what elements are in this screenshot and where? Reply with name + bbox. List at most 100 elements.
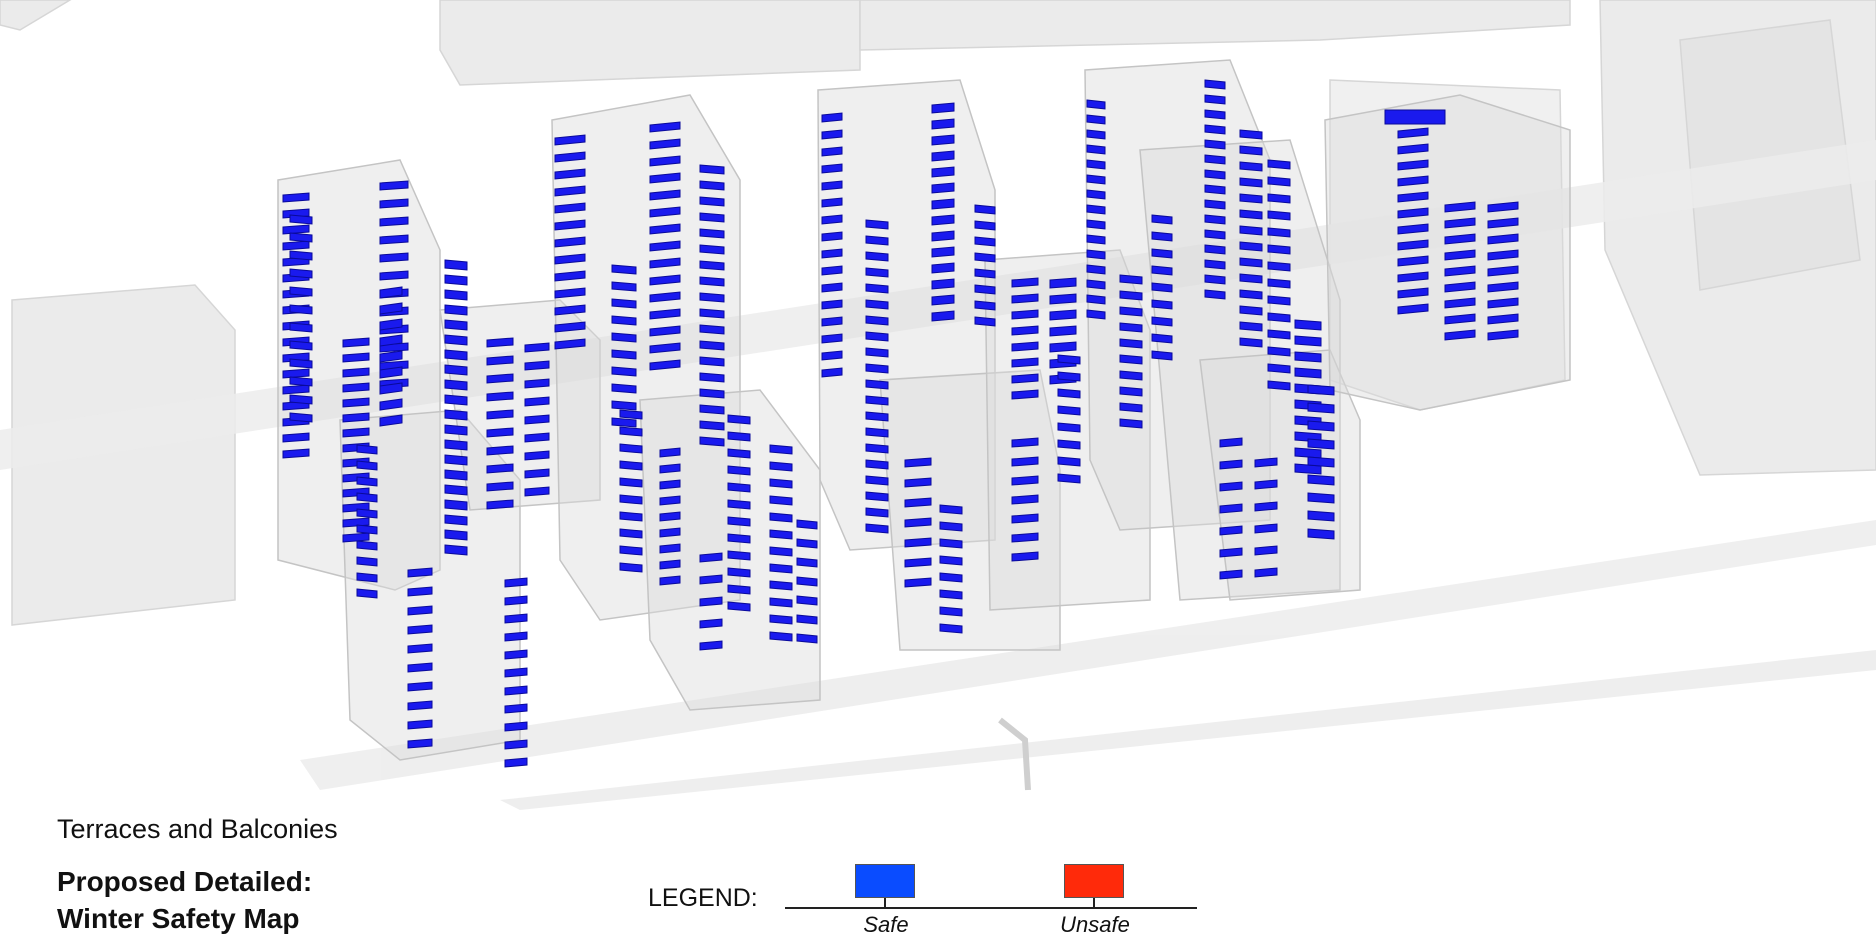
balcony-marker-safe bbox=[727, 567, 751, 578]
balcony-marker-safe bbox=[1151, 316, 1173, 327]
balcony-marker-safe bbox=[1119, 370, 1143, 381]
balcony-marker-safe bbox=[1151, 299, 1173, 310]
balcony-marker-safe bbox=[554, 185, 586, 197]
balcony-marker-safe bbox=[486, 373, 514, 384]
balcony-marker-safe bbox=[1151, 231, 1173, 242]
balcony-marker-safe bbox=[1397, 207, 1429, 219]
balcony-marker-safe bbox=[554, 287, 586, 299]
balcony-marker-safe bbox=[611, 400, 637, 411]
balcony-marker-safe bbox=[444, 409, 468, 421]
balcony-marker-safe bbox=[649, 138, 681, 150]
balcony-marker-safe bbox=[356, 444, 378, 455]
balcony-marker-safe bbox=[1011, 513, 1039, 524]
balcony-marker-safe bbox=[939, 538, 963, 549]
balcony-marker-safe bbox=[974, 268, 996, 279]
balcony-marker-safe bbox=[649, 308, 681, 320]
balcony-marker-safe bbox=[699, 180, 725, 191]
balcony-marker-safe bbox=[342, 352, 370, 363]
balcony-marker-safe bbox=[1086, 129, 1106, 140]
balcony-marker-safe bbox=[289, 304, 313, 315]
balcony-marker-safe bbox=[865, 411, 889, 422]
balcony-marker-safe bbox=[1307, 402, 1335, 414]
balcony-marker-safe bbox=[1487, 233, 1519, 245]
balcony-marker-safe bbox=[904, 577, 932, 588]
legend-swatch-unsafe bbox=[1064, 864, 1124, 898]
balcony-marker-safe bbox=[379, 252, 409, 263]
balcony-marker-safe bbox=[1267, 295, 1291, 306]
balcony-marker-safe bbox=[524, 396, 550, 407]
balcony-marker-safe bbox=[1219, 569, 1243, 580]
balcony-marker-safe bbox=[444, 304, 468, 316]
balcony-marker-safe bbox=[1049, 309, 1077, 321]
balcony-marker-safe bbox=[699, 308, 725, 319]
balcony-marker-safe bbox=[865, 299, 889, 310]
balcony-marker-safe bbox=[1307, 474, 1335, 486]
balcony-marker-safe bbox=[1086, 279, 1106, 290]
balcony-marker-safe bbox=[1294, 319, 1322, 331]
balcony-marker-safe bbox=[769, 614, 793, 625]
balcony-marker-safe bbox=[649, 155, 681, 167]
balcony-marker-safe bbox=[659, 527, 681, 538]
balcony-marker-safe bbox=[1204, 124, 1226, 135]
balcony-marker-safe bbox=[649, 206, 681, 218]
balcony-marker-safe bbox=[939, 504, 963, 515]
balcony-marker-safe bbox=[342, 397, 370, 408]
balcony-marker-safe bbox=[1057, 473, 1081, 484]
balcony-marker-safe bbox=[1239, 145, 1263, 156]
balcony-marker-safe bbox=[699, 196, 725, 207]
balcony-marker-safe bbox=[865, 283, 889, 294]
balcony-marker-safe bbox=[939, 572, 963, 583]
balcony-marker-safe bbox=[659, 543, 681, 554]
balcony-marker-safe bbox=[1151, 282, 1173, 293]
balcony-marker-safe bbox=[1487, 201, 1519, 213]
balcony-marker-safe bbox=[821, 299, 843, 310]
balcony-marker-safe bbox=[1119, 338, 1143, 349]
balcony-marker-safe bbox=[865, 363, 889, 374]
balcony-marker-safe bbox=[1444, 329, 1476, 341]
balcony-marker-safe bbox=[554, 304, 586, 316]
balcony-marker-safe bbox=[1444, 249, 1476, 261]
balcony-marker-safe bbox=[486, 409, 514, 420]
balcony-marker-safe bbox=[1239, 257, 1263, 268]
balcony-marker-safe bbox=[1444, 233, 1476, 245]
legend-label-unsafe: Unsafe bbox=[1060, 912, 1130, 937]
balcony-marker-safe bbox=[727, 533, 751, 544]
balcony-marker-safe bbox=[504, 685, 528, 696]
balcony-marker-safe bbox=[865, 219, 889, 230]
balcony-marker-safe bbox=[356, 476, 378, 487]
balcony-marker-safe bbox=[1011, 475, 1039, 486]
balcony-marker-safe bbox=[865, 491, 889, 502]
balcony-marker-safe bbox=[649, 274, 681, 286]
balcony-marker-safe bbox=[821, 197, 843, 208]
balcony-marker-safe bbox=[1119, 386, 1143, 397]
balcony-marker-safe bbox=[1239, 337, 1263, 348]
balcony-marker-safe bbox=[699, 340, 725, 351]
balcony-marker-safe bbox=[1049, 293, 1077, 305]
balcony-marker-safe bbox=[649, 240, 681, 252]
balcony-marker-safe bbox=[1086, 114, 1106, 125]
balcony-marker-safe bbox=[1049, 277, 1077, 289]
balcony-marker-safe bbox=[769, 631, 793, 642]
balcony-marker-safe bbox=[504, 739, 528, 750]
balcony-marker-safe bbox=[444, 529, 468, 541]
balcony-marker-safe bbox=[931, 118, 955, 130]
balcony-marker-safe bbox=[931, 198, 955, 210]
balcony-marker-safe bbox=[379, 366, 403, 379]
balcony-marker-safe bbox=[974, 220, 996, 231]
balcony-marker-safe bbox=[1086, 144, 1106, 155]
balcony-marker-safe bbox=[1219, 503, 1243, 514]
balcony-marker-safe bbox=[611, 366, 637, 377]
balcony-marker-safe bbox=[1294, 335, 1322, 347]
balcony-marker-safe bbox=[504, 649, 528, 660]
balcony-marker-safe bbox=[796, 557, 818, 568]
balcony-marker-safe bbox=[554, 321, 586, 333]
balcony-marker-safe bbox=[379, 180, 409, 191]
balcony-marker-safe bbox=[904, 477, 932, 488]
balcony-marker-safe bbox=[379, 318, 403, 331]
balcony-marker-safe bbox=[727, 431, 751, 442]
balcony-marker-safe bbox=[1204, 259, 1226, 270]
balcony-marker-safe bbox=[444, 424, 468, 436]
balcony-marker-safe bbox=[1204, 199, 1226, 210]
balcony-marker-safe bbox=[1219, 547, 1243, 558]
balcony-marker-safe bbox=[1049, 325, 1077, 337]
